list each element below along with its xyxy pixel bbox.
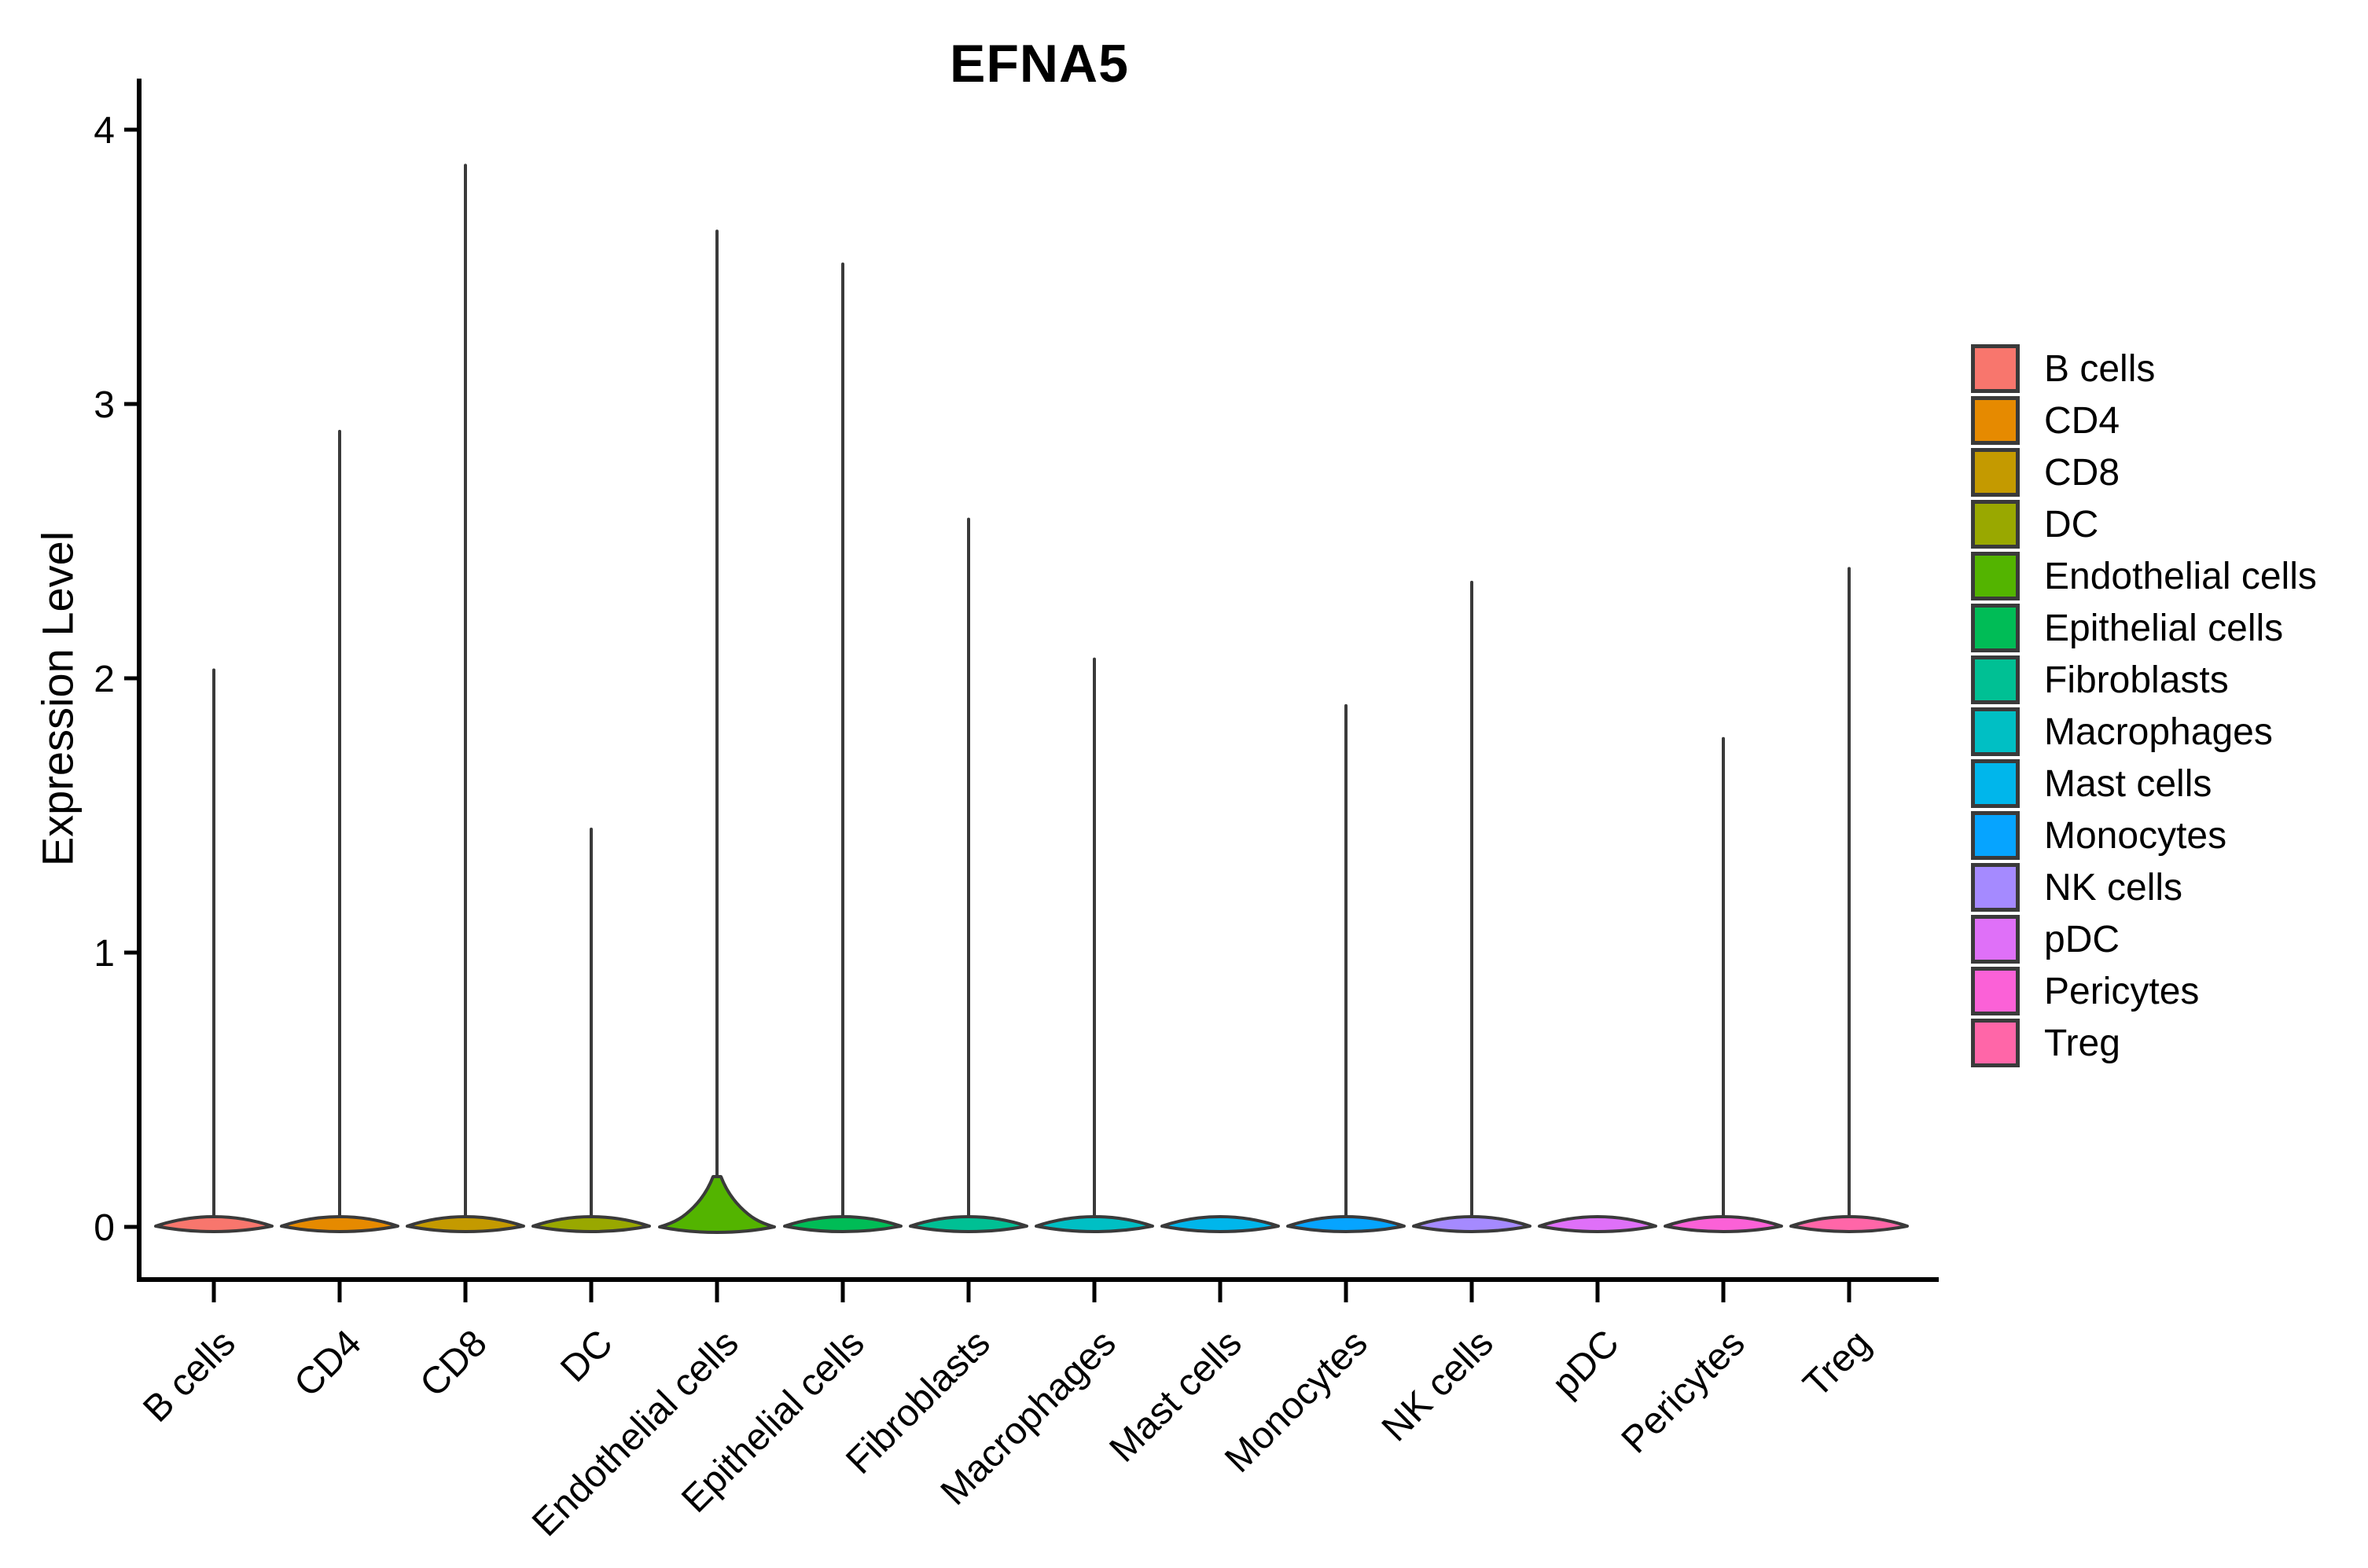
legend-swatch-treg xyxy=(1971,1019,2020,1067)
legend-swatch-nk-cells xyxy=(1971,863,2020,912)
legend-label-epithelial-cells: Epithelial cells xyxy=(2044,607,2284,649)
violin-body-pericytes xyxy=(1664,1215,1783,1233)
x-tick-label-nk-cells: NK cells xyxy=(1374,1322,1502,1449)
violin-body-mast-cells xyxy=(1160,1215,1280,1233)
violin-body-cd4 xyxy=(280,1215,399,1233)
legend-item-fibroblasts: Fibroblasts xyxy=(1971,655,2317,704)
legend-label-pericytes: Pericytes xyxy=(2044,970,2200,1012)
violin-body-nk-cells xyxy=(1412,1215,1531,1233)
x-tick-label-pdc: pDC xyxy=(1544,1322,1627,1405)
legend-label-dc: DC xyxy=(2044,503,2099,545)
legend-item-treg: Treg xyxy=(1971,1019,2317,1067)
y-tick-label-2: 2 xyxy=(94,659,115,700)
violin-body-b-cells xyxy=(154,1215,274,1233)
x-tick-label-dc: DC xyxy=(553,1322,620,1390)
y-tick-label-0: 0 xyxy=(94,1207,115,1249)
x-tick-label-cd8: CD8 xyxy=(412,1322,495,1405)
legend-label-cd8: CD8 xyxy=(2044,451,2120,494)
legend-swatch-dc xyxy=(1971,500,2020,549)
legend-label-cd4: CD4 xyxy=(2044,399,2120,442)
legend-item-pdc: pDC xyxy=(1971,915,2317,964)
legend-item-pericytes: Pericytes xyxy=(1971,967,2317,1015)
legend-item-macrophages: Macrophages xyxy=(1971,707,2317,756)
violin-body-pdc xyxy=(1538,1215,1657,1233)
violin-body-monocytes xyxy=(1286,1215,1406,1233)
legend-label-pdc: pDC xyxy=(2044,918,2120,960)
x-tick-label-treg: Treg xyxy=(1796,1322,1879,1405)
legend-swatch-pericytes xyxy=(1971,967,2020,1015)
legend-item-epithelial-cells: Epithelial cells xyxy=(1971,604,2317,652)
legend-swatch-macrophages xyxy=(1971,707,2020,756)
legend: B cells CD4 CD8 DC Endothelial cells Epitheli… xyxy=(1971,344,2317,1070)
legend-item-endothelial-cells: Endothelial cells xyxy=(1971,552,2317,600)
legend-swatch-cd4 xyxy=(1971,396,2020,445)
chart-title: EFNA5 xyxy=(950,34,1129,94)
violin-body-endothelial-cells xyxy=(658,1175,776,1234)
legend-swatch-fibroblasts xyxy=(1971,655,2020,704)
legend-label-treg: Treg xyxy=(2044,1022,2120,1064)
legend-item-cd4: CD4 xyxy=(1971,396,2317,445)
violin-body-cd8 xyxy=(406,1215,525,1233)
legend-swatch-epithelial-cells xyxy=(1971,604,2020,652)
x-tick-label-pericytes: Pericytes xyxy=(1614,1322,1753,1461)
legend-swatch-b-cells xyxy=(1971,344,2020,393)
legend-swatch-monocytes xyxy=(1971,811,2020,860)
legend-item-cd8: CD8 xyxy=(1971,448,2317,497)
legend-label-endothelial-cells: Endothelial cells xyxy=(2044,555,2317,597)
y-tick-label-3: 3 xyxy=(94,384,115,426)
violin-body-epithelial-cells xyxy=(783,1215,903,1233)
legend-swatch-cd8 xyxy=(1971,448,2020,497)
legend-label-macrophages: Macrophages xyxy=(2044,711,2273,753)
legend-item-b-cells: B cells xyxy=(1971,344,2317,393)
legend-item-dc: DC xyxy=(1971,500,2317,549)
legend-label-b-cells: B cells xyxy=(2044,347,2156,390)
legend-item-nk-cells: NK cells xyxy=(1971,863,2317,912)
legend-label-fibroblasts: Fibroblasts xyxy=(2044,659,2229,701)
x-tick-label-b-cells: B cells xyxy=(135,1322,243,1430)
violin-body-macrophages xyxy=(1035,1215,1154,1233)
legend-label-nk-cells: NK cells xyxy=(2044,866,2183,909)
y-tick-label-1: 1 xyxy=(94,933,115,975)
violin-body-dc xyxy=(531,1215,651,1233)
violin-body-fibroblasts xyxy=(909,1215,1028,1233)
legend-swatch-mast-cells xyxy=(1971,759,2020,808)
legend-label-monocytes: Monocytes xyxy=(2044,814,2227,857)
legend-label-mast-cells: Mast cells xyxy=(2044,762,2212,805)
violin-body-treg xyxy=(1789,1215,1909,1233)
legend-item-monocytes: Monocytes xyxy=(1971,811,2317,860)
x-tick-label-cd4: CD4 xyxy=(286,1322,369,1405)
y-tick-label-4: 4 xyxy=(94,110,115,152)
legend-swatch-pdc xyxy=(1971,915,2020,964)
legend-swatch-endothelial-cells xyxy=(1971,552,2020,600)
legend-item-mast-cells: Mast cells xyxy=(1971,759,2317,808)
